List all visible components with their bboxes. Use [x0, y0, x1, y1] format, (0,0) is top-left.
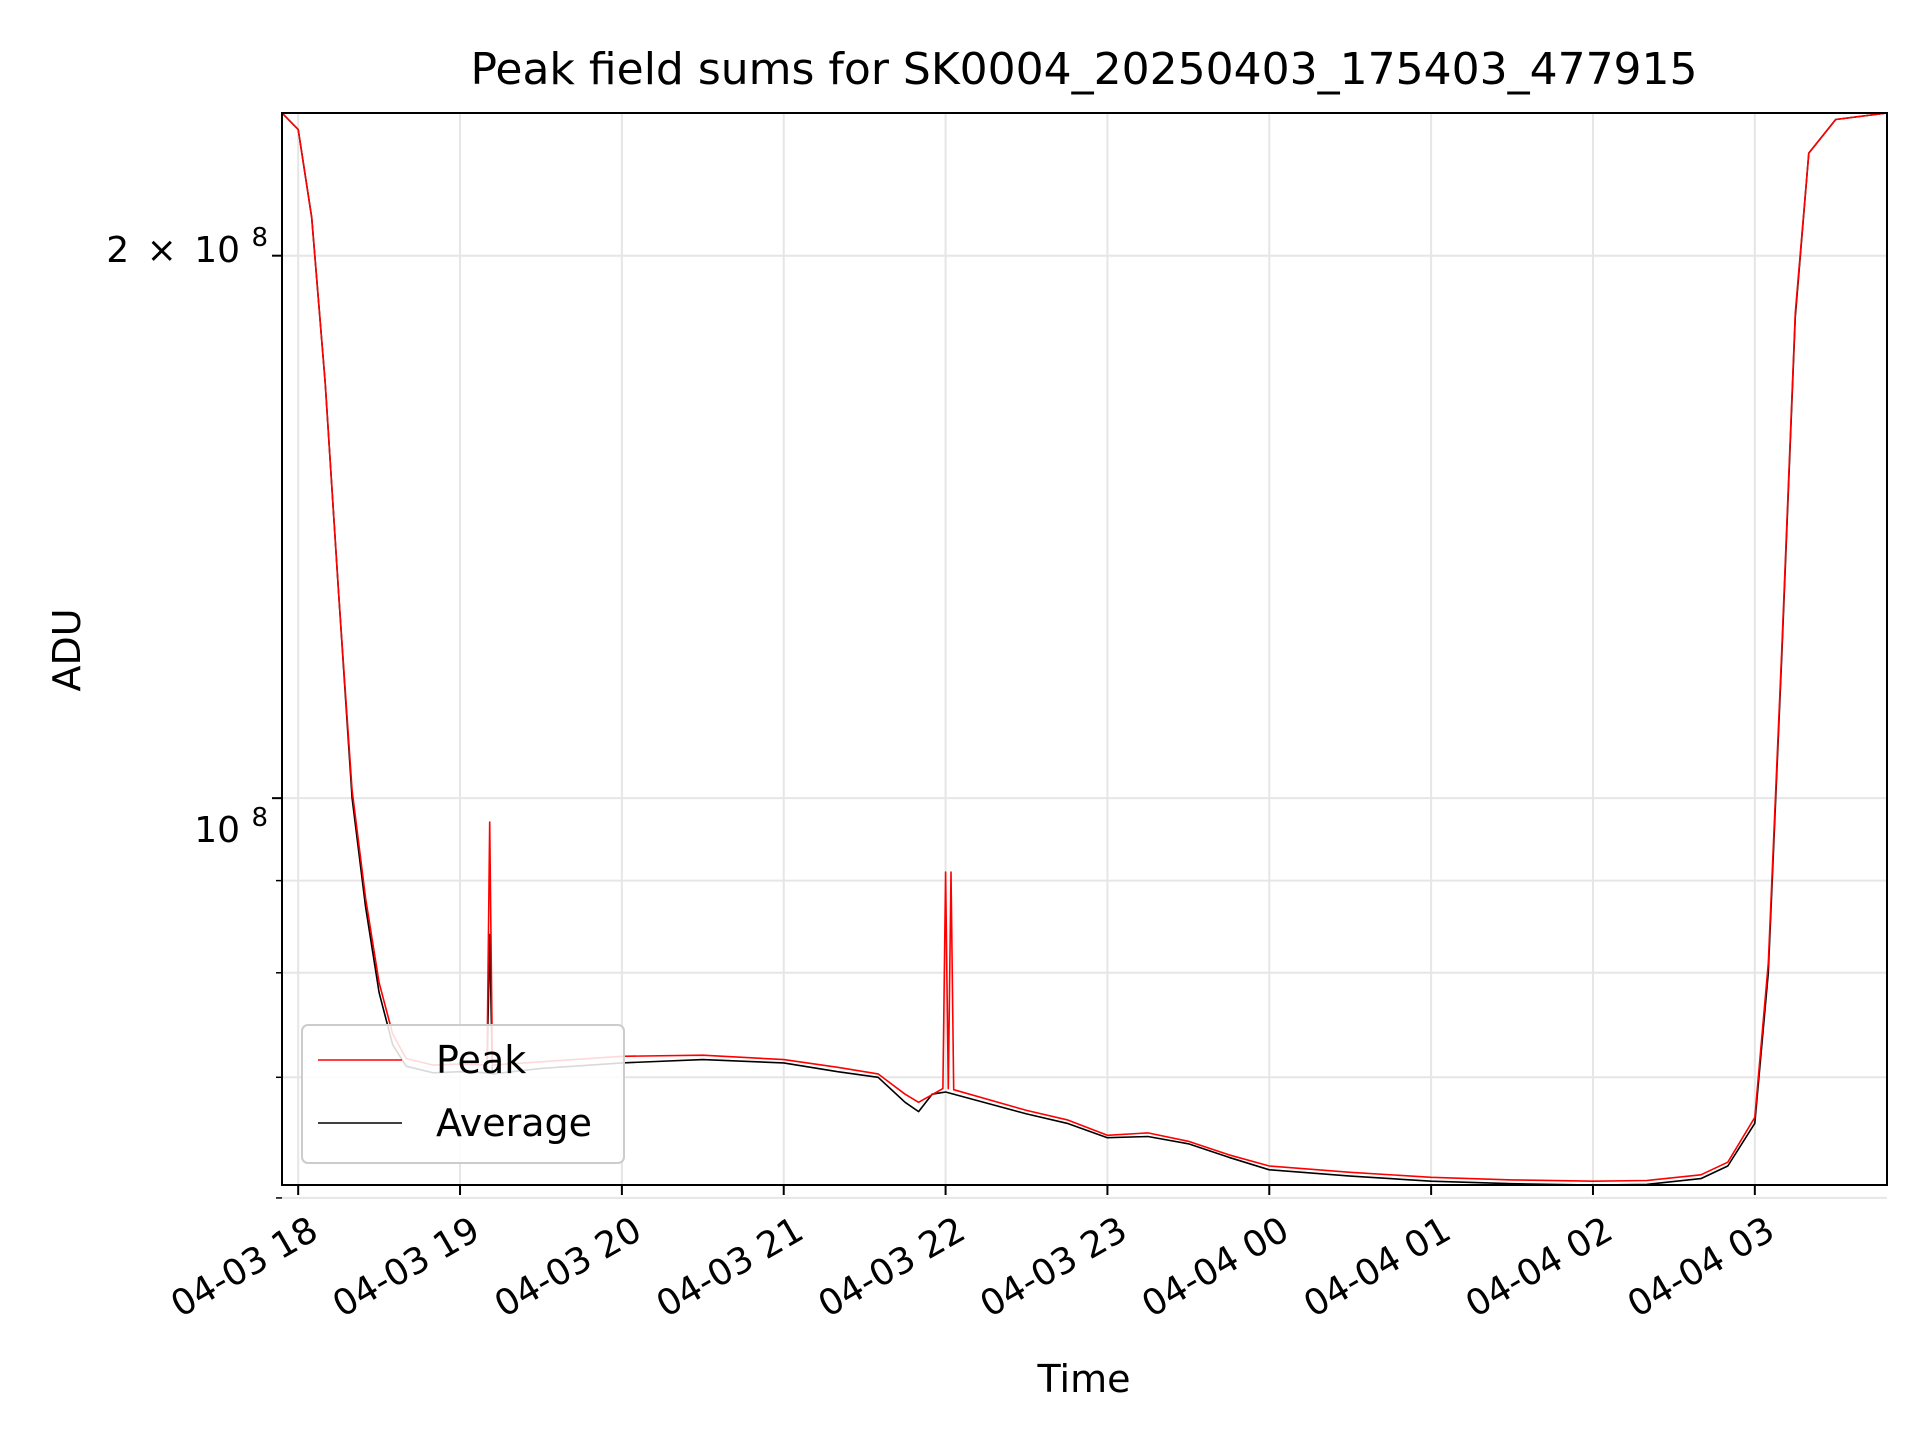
x-tick-label: 04-04 03: [1621, 1209, 1782, 1325]
x-tick-label: 04-03 18: [164, 1209, 325, 1325]
x-tick-label: 04-03 21: [650, 1209, 811, 1325]
y-tick-label-100M: 10 8: [194, 803, 268, 851]
legend-average-label: Average: [436, 1101, 592, 1145]
x-tick-label: 04-03 23: [973, 1209, 1134, 1325]
y-axis-label: ADU: [45, 608, 89, 691]
x-axis: 04-03 18 04-03 19 04-03 20 04-03 21 04-03 22…: [164, 1185, 1781, 1326]
y-tick-exponent: 8: [251, 803, 268, 833]
y-tick-exponent: 8: [251, 223, 268, 253]
x-tick-label: 04-03 22: [812, 1209, 973, 1325]
y-tick-times: ×: [147, 230, 177, 271]
y-tick-base: 10: [194, 230, 240, 271]
x-tick-label: 04-04 01: [1297, 1209, 1458, 1325]
y-tick-coef: 2: [106, 230, 129, 271]
x-tick-label: 04-04 00: [1135, 1209, 1296, 1325]
x-axis-label: Time: [1037, 1357, 1131, 1401]
y-tick-label-200M: 2 × 10 8: [106, 223, 268, 271]
x-tick-label: 04-03 20: [488, 1209, 649, 1325]
legend: Peak Average: [302, 1025, 624, 1163]
y-axis: [272, 256, 282, 1198]
y-tick-base: 10: [194, 810, 240, 851]
chart-title: Peak field sums for SK0004_20250403_1754…: [470, 44, 1697, 95]
chart: 04-03 18 04-03 19 04-03 20 04-03 21 04-03 22…: [0, 0, 1920, 1440]
legend-peak-label: Peak: [436, 1038, 526, 1082]
series-line-peak: [282, 113, 1887, 1181]
x-tick-label: 04-03 19: [326, 1209, 487, 1325]
x-tick-label: 04-04 02: [1459, 1209, 1620, 1325]
